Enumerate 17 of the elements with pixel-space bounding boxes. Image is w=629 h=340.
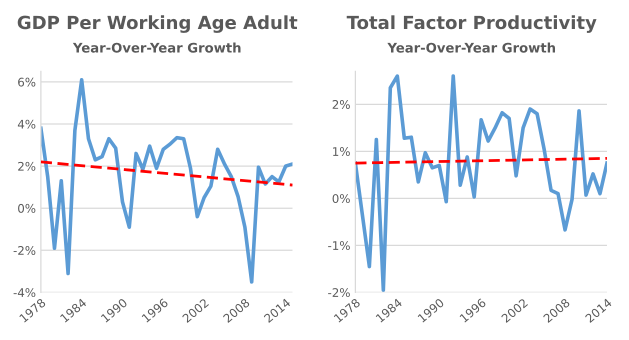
chart-subtitle: Year-Over-Year Growth bbox=[72, 42, 241, 53]
line-series bbox=[40, 78, 292, 284]
chart-title: Total Factor Productivity bbox=[346, 15, 597, 33]
y-tick-label: -4% bbox=[14, 288, 36, 298]
chart-title: GDP Per Working Age Adult bbox=[18, 15, 298, 33]
chart-subtitle: Year-Over-Year Growth bbox=[387, 42, 556, 53]
y-tick-label: 0% bbox=[332, 194, 350, 204]
y-tick-label: -2% bbox=[328, 288, 350, 298]
y-tick-label: 2% bbox=[18, 162, 36, 171]
y-tick-label: -2% bbox=[14, 246, 36, 255]
y-tick-label: 4% bbox=[18, 120, 36, 129]
line-series bbox=[355, 74, 607, 292]
y-tick-label: -1% bbox=[328, 241, 350, 250]
y-tick-label: 0% bbox=[18, 204, 36, 213]
y-tick-label: 1% bbox=[333, 147, 350, 156]
y-tick-label: 2% bbox=[332, 100, 350, 109]
y-tick-label: 6% bbox=[18, 78, 36, 87]
